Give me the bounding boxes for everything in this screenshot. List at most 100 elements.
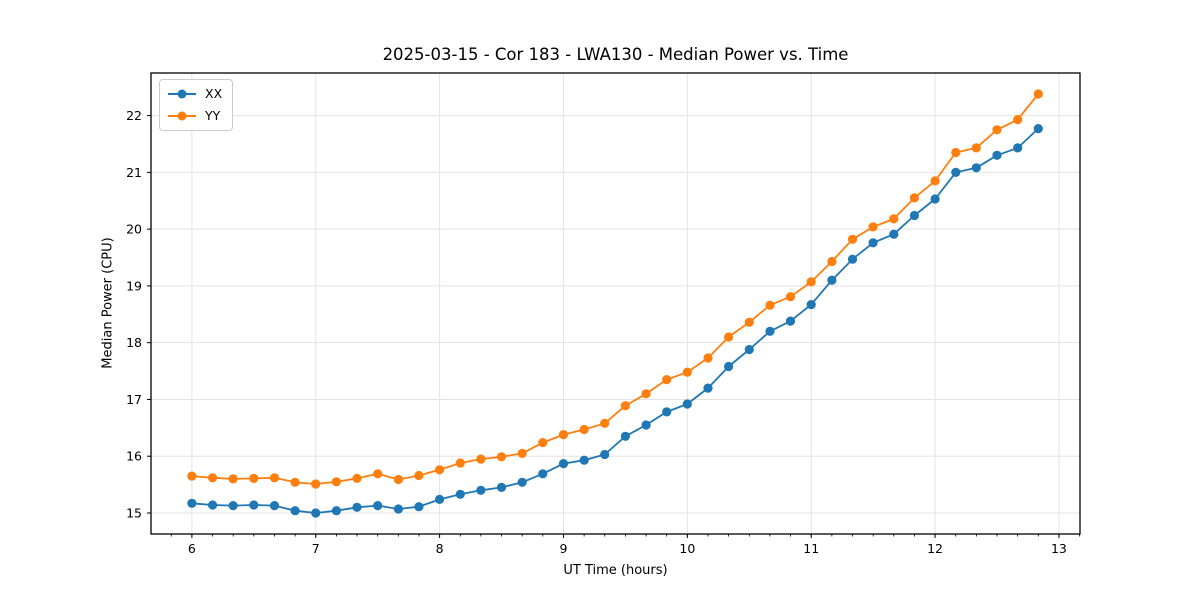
data-point-xx [951, 167, 961, 177]
data-point-xx [579, 455, 589, 465]
data-point-yy [1033, 89, 1043, 99]
data-point-xx [352, 502, 362, 512]
data-point-yy [311, 479, 321, 489]
data-point-yy [373, 469, 383, 479]
legend-label-yy: YY [205, 107, 221, 123]
data-point-yy [1013, 115, 1023, 125]
data-point-yy [517, 448, 527, 458]
data-point-yy [600, 418, 610, 428]
x-tick-label: 13 [1051, 541, 1067, 556]
data-point-yy [785, 292, 796, 302]
y-axis-label-text: Median Power (CPU) [100, 237, 116, 369]
y-tick-label: 22 [126, 108, 142, 123]
data-point-yy [806, 277, 816, 287]
data-point-xx [847, 254, 858, 264]
data-point-yy [765, 300, 775, 310]
data-point-yy [930, 176, 940, 186]
data-point-yy [352, 473, 362, 483]
x-tick-label: 8 [436, 541, 444, 556]
data-point-xx [992, 150, 1002, 160]
data-point-yy [868, 222, 878, 232]
data-point-xx [208, 500, 218, 510]
data-point-xx [476, 485, 486, 495]
data-point-xx [538, 469, 548, 479]
data-point-yy [951, 147, 961, 158]
data-point-xx [558, 459, 569, 469]
data-point-yy [476, 454, 486, 464]
data-point-yy [703, 353, 713, 363]
series-line-yy [191, 93, 1040, 485]
data-point-xx [930, 194, 940, 204]
data-point-xx [496, 482, 507, 492]
data-point-xx [785, 316, 796, 326]
y-tick-label: 19 [126, 278, 142, 293]
data-point-yy [393, 474, 403, 485]
data-point-xx [393, 504, 403, 514]
data-point-yy [331, 477, 341, 487]
y-tick-label: 17 [126, 392, 142, 407]
x-tick-label: 7 [312, 541, 320, 556]
y-tick-label: 20 [126, 222, 142, 237]
legend-marker-icon [168, 111, 196, 121]
data-point-xx [703, 383, 713, 393]
data-point-xx [187, 498, 197, 508]
data-point-xx [682, 399, 692, 409]
legend-label-xx: XX [205, 85, 223, 101]
chart-title: 2025-03-15 - Cor 183 - LWA130 - Median P… [382, 45, 849, 64]
data-point-xx [517, 477, 527, 487]
data-point-xx [1033, 124, 1043, 134]
data-point-yy [992, 125, 1002, 135]
series-line-xx [191, 127, 1039, 514]
data-point-yy [208, 473, 218, 483]
data-point-yy [744, 317, 754, 327]
data-point-xx [1013, 143, 1023, 153]
data-point-xx [620, 431, 631, 441]
data-point-xx [331, 506, 341, 516]
x-tick-label: 10 [679, 541, 695, 556]
data-point-yy [579, 424, 589, 435]
data-point-xx [228, 501, 238, 511]
data-point-xx [269, 501, 280, 511]
y-tick-label: 18 [126, 335, 142, 350]
data-point-xx [909, 210, 920, 221]
y-tick-label: 16 [126, 449, 142, 464]
x-tick-label: 9 [559, 541, 567, 556]
data-point-yy [496, 452, 507, 462]
data-point-yy [682, 367, 692, 377]
data-point-yy [538, 438, 548, 448]
data-point-yy [290, 477, 300, 487]
legend-entry-yy: YY [168, 106, 222, 126]
data-point-xx [889, 229, 899, 239]
data-point-xx [724, 361, 734, 372]
data-point-yy [641, 389, 651, 399]
data-point-yy [228, 474, 238, 484]
data-point-yy [724, 332, 734, 342]
data-point-xx [311, 508, 321, 518]
data-point-xx [641, 420, 651, 430]
data-point-yy [620, 401, 631, 411]
legend-marker-icon [168, 89, 196, 99]
legend: XX YY [159, 79, 234, 131]
data-point-yy [971, 143, 981, 153]
data-point-xx [373, 501, 383, 511]
data-point-xx [600, 449, 610, 460]
data-point-yy [249, 473, 259, 483]
data-point-yy [662, 375, 672, 385]
axes-frame [150, 72, 1081, 535]
data-point-yy [269, 473, 280, 483]
data-point-yy [187, 471, 197, 481]
data-point-yy [558, 430, 569, 440]
data-point-xx [249, 500, 259, 510]
data-point-xx [827, 275, 837, 285]
data-point-xx [806, 300, 816, 310]
data-point-xx [971, 163, 981, 173]
y-tick-label: 21 [126, 165, 142, 180]
x-axis-label: UT Time (hours) [563, 563, 668, 578]
y-tick-label: 15 [126, 505, 142, 520]
data-point-yy [435, 465, 445, 475]
x-tick-label: 6 [188, 541, 196, 556]
data-point-xx [435, 494, 445, 504]
x-tick-label: 12 [927, 541, 943, 556]
